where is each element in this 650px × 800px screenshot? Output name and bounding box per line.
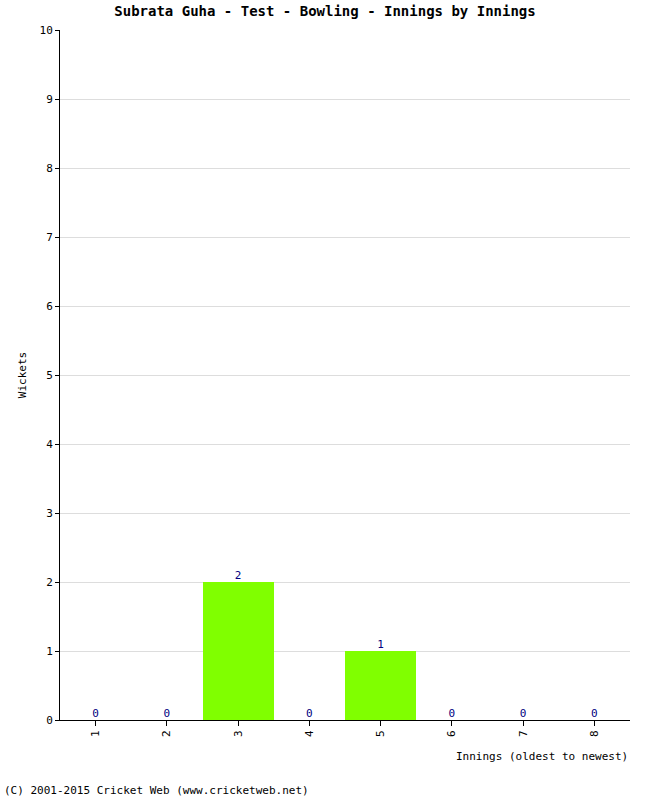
svg-text:4: 4 [303, 730, 316, 737]
svg-text:0: 0 [92, 707, 99, 720]
svg-text:8: 8 [46, 162, 53, 175]
svg-text:(C) 2001-2015 Cricket Web (www: (C) 2001-2015 Cricket Web (www.cricketwe… [4, 784, 309, 797]
svg-text:1: 1 [377, 638, 384, 651]
svg-text:3: 3 [232, 730, 245, 737]
svg-text:3: 3 [46, 507, 53, 520]
svg-text:4: 4 [46, 438, 53, 451]
svg-text:0: 0 [591, 707, 598, 720]
svg-text:Subrata Guha - Test - Bowling: Subrata Guha - Test - Bowling - Innings … [114, 3, 535, 19]
svg-text:6: 6 [46, 300, 53, 313]
svg-text:0: 0 [449, 707, 456, 720]
svg-text:Wickets: Wickets [16, 352, 29, 398]
svg-text:6: 6 [445, 730, 458, 737]
svg-text:Innings (oldest to newest): Innings (oldest to newest) [456, 750, 628, 763]
svg-text:8: 8 [588, 730, 601, 737]
svg-text:2: 2 [235, 569, 242, 582]
svg-text:0: 0 [164, 707, 171, 720]
svg-text:0: 0 [520, 707, 527, 720]
svg-text:9: 9 [46, 93, 53, 106]
svg-text:0: 0 [46, 714, 53, 727]
svg-text:1: 1 [89, 730, 102, 737]
svg-text:5: 5 [46, 369, 53, 382]
svg-text:1: 1 [46, 645, 53, 658]
svg-text:2: 2 [160, 730, 173, 737]
svg-text:7: 7 [46, 231, 53, 244]
svg-text:5: 5 [374, 730, 387, 737]
svg-text:7: 7 [517, 730, 530, 737]
svg-text:0: 0 [306, 707, 313, 720]
svg-text:10: 10 [40, 24, 53, 37]
svg-text:2: 2 [46, 576, 53, 589]
